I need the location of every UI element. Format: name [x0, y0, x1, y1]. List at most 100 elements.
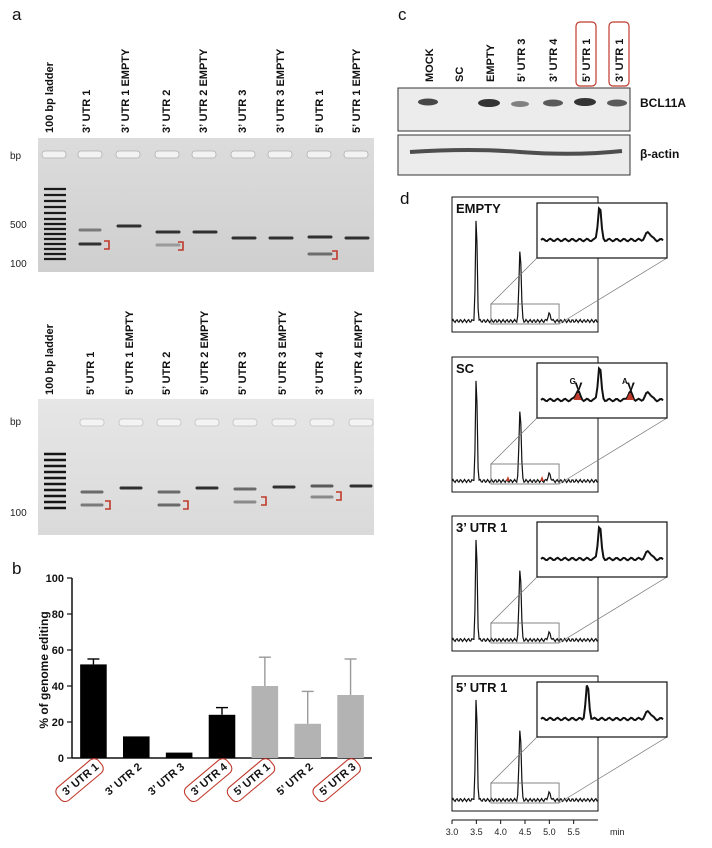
bar	[294, 723, 321, 758]
peak-highlight	[505, 476, 510, 481]
chromatogram-label: EMPTY	[456, 201, 501, 216]
x-category-highlight	[312, 758, 361, 803]
zoom-connector	[558, 417, 668, 485]
x-category: 5’ UTR 3	[312, 758, 361, 803]
chromatogram-trace	[451, 220, 599, 324]
chromatogram-label: 5’ UTR 1	[456, 680, 507, 695]
zoom-region	[490, 463, 560, 485]
lane-label: 5’ UTR 1	[85, 352, 97, 395]
x-category: 3’ UTR 2	[103, 761, 144, 798]
peak-highlight	[626, 392, 635, 400]
zoom-connector	[558, 736, 668, 804]
blot-highlight-boxes	[575, 21, 630, 87]
inset-trace	[540, 685, 664, 722]
blot-lane-label: 3’ UTR 1	[614, 39, 626, 82]
peak-highlight	[573, 392, 582, 400]
chromatogram-frame	[451, 675, 599, 812]
bar	[80, 664, 107, 758]
bar-chart: % of genome editing 0 20 40 60 80 100 3’ UTR …	[37, 573, 372, 803]
bar	[123, 736, 150, 758]
lane-label: 3’ UTR 4 EMPTY	[353, 310, 365, 395]
panel-label-c: c	[398, 5, 407, 24]
x-category: 3’ UTR 4	[183, 758, 233, 803]
peak-gamma: γ	[627, 377, 635, 393]
panel-label-d: d	[400, 189, 409, 208]
bar	[165, 752, 193, 758]
gel-bottom	[38, 399, 374, 535]
x-category-label: 3’ UTR 3	[146, 761, 187, 798]
lane-label: 5’ UTR 3 EMPTY	[277, 310, 289, 395]
blot-row-label-beta-actin: β-actin	[640, 147, 679, 161]
lane-label: 3’ UTR 2 EMPTY	[198, 48, 210, 133]
x-category: 5’ UTR 2	[275, 761, 316, 798]
x-category-highlight	[183, 758, 233, 803]
zoom-connector	[490, 257, 538, 305]
gel-top	[38, 138, 374, 272]
lane-label: 5’ UTR 1 EMPTY	[124, 310, 136, 395]
x-category-highlight	[226, 758, 276, 803]
y-tick-label: 20	[52, 717, 64, 729]
lane-label: 3’ UTR 1	[81, 90, 93, 133]
x-category: 5’ UTR 1	[226, 758, 276, 803]
y-tick-label: 80	[52, 609, 64, 621]
chromatogram-panel: EMPTY	[451, 196, 668, 333]
blot-lane-label: MOCK	[424, 48, 436, 82]
lane-label: 3’ UTR 3 EMPTY	[275, 48, 287, 133]
lane-label: 3’ UTR 1 EMPTY	[120, 48, 132, 133]
zoom-connector	[558, 257, 668, 325]
inset-frame	[536, 681, 668, 738]
blot-lane-label: 3’ UTR 4	[548, 38, 560, 82]
lane-label: 5’ UTR 1	[314, 90, 326, 133]
lane-label: 3’ UTR 2	[161, 90, 173, 133]
blot-lane-label: SC	[454, 67, 466, 82]
inset-frame	[536, 202, 668, 259]
time-tick-label: 3.0	[446, 827, 459, 837]
lane-label: 5’ UTR 3	[237, 352, 249, 395]
gel-top-marker-100: 100	[10, 259, 27, 270]
peak-superscript: G	[570, 377, 576, 386]
zoom-connector	[490, 576, 538, 624]
chromatogram-panel: 5’ UTR 1	[451, 675, 668, 812]
lane-label: 5’ UTR 2	[161, 352, 173, 395]
lane-label: 5’ UTR 2 EMPTY	[199, 310, 211, 395]
lane-label: 3’ UTR 4	[314, 351, 326, 395]
lane-label: 100 bp ladder	[44, 61, 56, 133]
lane-label: 3’ UTR 3	[237, 90, 249, 133]
zoom-region	[490, 782, 560, 804]
y-axis-title: % of genome editing	[37, 611, 51, 728]
lane-label: 5’ UTR 1 EMPTY	[351, 48, 363, 133]
peak-highlight	[540, 476, 545, 481]
time-tick-label: 4.5	[519, 827, 532, 837]
y-tick-label: 40	[52, 681, 64, 693]
time-tick-label: 5.5	[567, 827, 580, 837]
chromatogram-trace	[451, 380, 599, 484]
y-tick-label: 100	[46, 573, 64, 585]
chromatogram-frame	[451, 196, 599, 333]
zoom-region	[490, 303, 560, 325]
time-unit: min	[610, 827, 625, 837]
blot-row-label-bcl11a: BCL11A	[640, 96, 686, 110]
bar	[337, 695, 364, 758]
time-tick-label: 3.5	[470, 827, 483, 837]
chromatogram-trace	[451, 699, 599, 803]
blot-lane-label: 5’ UTR 1	[581, 39, 593, 82]
bars	[80, 656, 364, 758]
y-tick-label: 60	[52, 645, 64, 657]
inset-trace	[540, 366, 664, 403]
zoom-region	[490, 622, 560, 644]
zoom-connector	[558, 576, 668, 644]
blot-bcl11a	[397, 87, 631, 132]
gel-top-bp-label: bp	[10, 151, 22, 162]
panel-label-b: b	[12, 559, 21, 578]
bar	[208, 714, 236, 758]
peak-superscript: A	[622, 377, 628, 386]
chromatogram-frame	[451, 515, 599, 652]
chromatogram-time-axis: 3.0 3.5 4.0 4.5 5.0 5.5 min	[446, 819, 625, 837]
gel-top-marker-500: 500	[10, 220, 27, 231]
x-category-label: 3’ UTR 2	[103, 761, 144, 798]
blot-lane-label: EMPTY	[485, 43, 497, 82]
peak-gamma: γ	[575, 377, 583, 393]
